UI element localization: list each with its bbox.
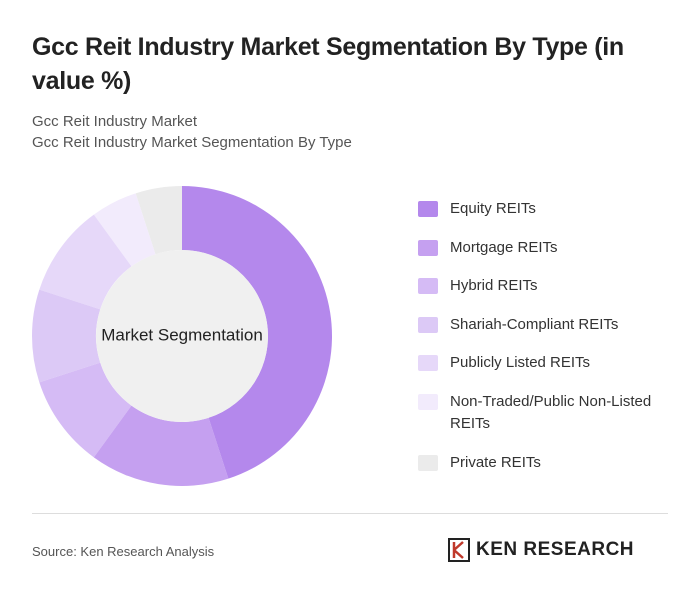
legend-label: Private REITs (450, 453, 541, 471)
donut-hole (96, 250, 268, 422)
donut-slice (135, 186, 182, 255)
legend-item: Equity REITs (418, 198, 678, 237)
donut-slice (32, 289, 101, 383)
donut-slice (93, 193, 156, 267)
legend-label: Publicly Listed REITs (450, 354, 591, 372)
legend-swatch (418, 454, 438, 471)
legend-item: Publicly Listed REITs (418, 352, 678, 391)
legend-swatch (418, 239, 438, 256)
subtitle: Gcc Reit Industry Market (32, 113, 198, 130)
center-label: Market Segmentation (101, 325, 263, 344)
legend-swatch (418, 278, 438, 295)
logo: KEN RESEARCH (448, 538, 634, 562)
title: Gcc Reit Industry Market Segmentation By… (32, 33, 624, 95)
legend-swatch (418, 355, 438, 372)
donut-slice (93, 405, 229, 486)
donut-slice (39, 362, 132, 458)
legend-label: Non-Traded/Public Non-Listed REITs (450, 392, 652, 432)
donut-slice (39, 214, 132, 310)
divider (32, 513, 668, 514)
legend-item: Mortgage REITs (418, 237, 678, 276)
legend-label: Shariah-Compliant REITs (450, 315, 619, 333)
legend-label: Mortgage REITs (450, 238, 558, 256)
source: Source: Ken Research Analysis (32, 544, 215, 559)
legend-item: Hybrid REITs (418, 275, 678, 314)
donut-chart: Market Segmentation (32, 186, 333, 486)
logo-text: KEN RESEARCH (476, 539, 635, 560)
legend: Equity REITs Mortgage REITs Hybrid REITs Sh… (418, 198, 678, 491)
legend-swatch (418, 393, 438, 410)
legend-label: Hybrid REITs (450, 277, 538, 295)
legend-item: Non-Traded/Public Non-Listed REITs (418, 391, 678, 452)
subtitle: Gcc Reit Industry Market Segmentation By… (32, 134, 352, 151)
legend-item: Private REITs (418, 452, 678, 491)
legend-item: Shariah-Compliant REITs (418, 314, 678, 353)
legend-label: Equity REITs (450, 200, 536, 217)
logo-icon (448, 538, 470, 562)
legend-swatch (418, 201, 438, 217)
donut-slice (182, 186, 333, 479)
legend-swatch (418, 316, 438, 333)
